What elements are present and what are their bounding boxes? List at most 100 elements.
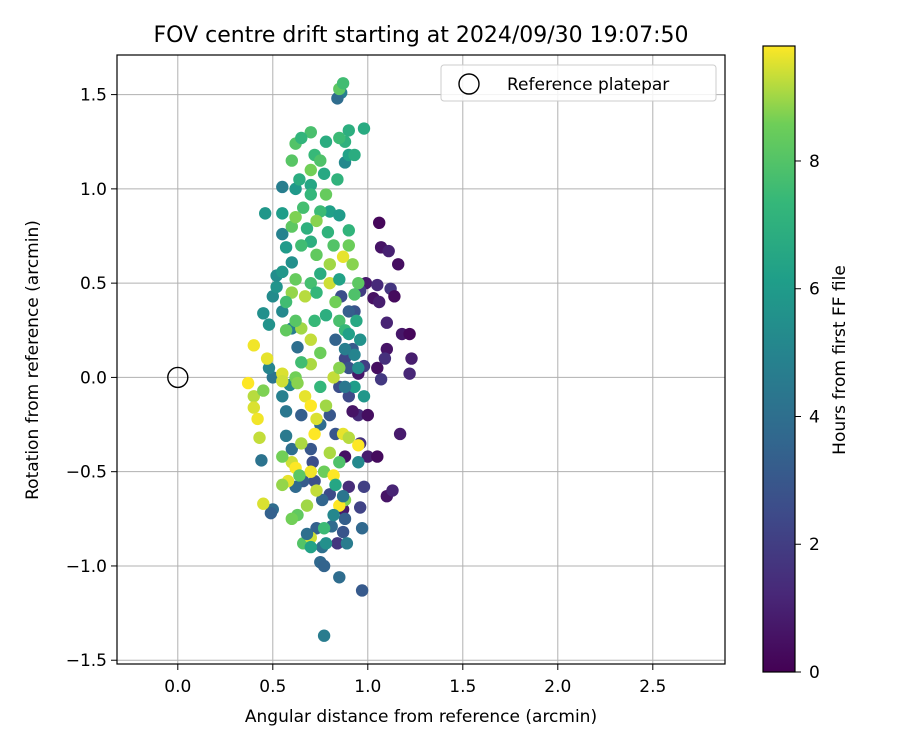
data-point-163 [257, 384, 270, 397]
data-point-0 [373, 216, 386, 230]
data-point-97 [333, 209, 346, 222]
data-point-131 [327, 239, 340, 252]
data-point-110 [304, 126, 317, 139]
data-point-74 [276, 390, 289, 403]
data-point-30 [357, 480, 371, 493]
data-point-214 [352, 456, 365, 469]
data-point-56 [264, 506, 278, 520]
data-point-88 [279, 241, 293, 254]
data-point-54 [279, 429, 293, 443]
data-point-126 [289, 210, 302, 224]
y-tick-label-1: −1.0 [66, 557, 107, 577]
data-point-132 [342, 239, 355, 252]
data-point-84 [270, 280, 283, 294]
data-point-184 [342, 431, 355, 444]
data-point-46 [323, 408, 336, 422]
data-point-148 [279, 295, 293, 309]
data-point-197 [327, 371, 340, 384]
data-point-156 [247, 339, 260, 352]
data-point-157 [260, 352, 274, 365]
data-point-215 [329, 478, 342, 492]
data-point-165 [291, 376, 304, 390]
data-point-159 [247, 390, 260, 403]
data-point-31 [342, 480, 355, 493]
y-tick-label-3: 0.0 [80, 368, 107, 388]
data-point-93 [289, 182, 302, 196]
data-point-70 [304, 442, 317, 456]
data-point-162 [253, 431, 266, 444]
data-point-18 [374, 373, 388, 386]
data-point-120 [297, 201, 310, 214]
x-tick-label-2: 1.0 [354, 677, 381, 697]
data-point-152 [304, 358, 317, 371]
data-point-118 [293, 173, 306, 186]
colorbar-tick-label-1: 2 [809, 535, 820, 555]
data-point-172 [295, 437, 308, 450]
data-point-171 [308, 427, 321, 441]
data-point-129 [310, 248, 323, 262]
data-point-125 [285, 220, 298, 233]
colorbar-tick-label-3: 6 [809, 280, 820, 300]
data-point-105 [357, 122, 371, 135]
data-point-140 [310, 286, 323, 299]
data-point-89 [276, 227, 289, 241]
data-point-147 [289, 314, 302, 328]
legend-marker-reference [458, 73, 480, 95]
data-point-13 [380, 342, 393, 356]
data-point-218 [340, 537, 354, 550]
data-point-212 [348, 380, 361, 394]
data-point-153 [295, 356, 308, 369]
data-point-137 [289, 273, 302, 286]
data-point-141 [323, 276, 336, 290]
x-axis: 0.0 0.5 1.0 1.5 2.0 2.5 [164, 664, 666, 697]
colorbar: 0 2 4 6 8 Hours from first FF file [762, 45, 850, 683]
data-point-206 [342, 327, 355, 341]
data-point-130 [321, 226, 335, 239]
data-point-36 [346, 405, 359, 418]
x-axis-label: Angular distance from reference (arcmin) [245, 707, 597, 727]
data-point-196 [293, 469, 306, 482]
data-point-43 [329, 333, 342, 346]
data-point-128 [295, 239, 308, 252]
data-point-12 [403, 327, 416, 341]
data-point-168 [314, 380, 327, 394]
data-point-180 [323, 446, 336, 460]
data-point-73 [279, 405, 293, 418]
x-tick-label-5: 2.5 [639, 677, 666, 697]
data-point-151 [314, 346, 327, 360]
data-point-58 [306, 456, 319, 469]
data-point-26 [371, 450, 384, 463]
data-point-210 [352, 361, 365, 375]
data-point-182 [333, 456, 346, 469]
data-point-181 [327, 469, 340, 482]
data-point-112 [295, 131, 308, 145]
data-point-82 [262, 318, 276, 331]
data-point-76 [266, 371, 279, 384]
data-point-209 [338, 342, 352, 356]
data-point-81 [257, 307, 270, 320]
data-point-203 [352, 276, 365, 290]
chart-title: FOV centre drift starting at 2024/09/30 … [154, 23, 689, 48]
data-point-164 [276, 374, 289, 388]
data-point-96 [317, 167, 331, 180]
y-axis-label: Rotation from reference (arcmin) [23, 220, 43, 500]
data-point-122 [319, 188, 333, 201]
colorbar-label: Hours from first FF file [830, 265, 850, 455]
y-tick-label-4: 0.5 [80, 274, 107, 294]
data-point-144 [319, 308, 333, 322]
y-tick-label-6: 1.5 [80, 86, 107, 106]
colorbar-tick-label-4: 8 [809, 152, 820, 172]
data-point-124 [300, 222, 314, 235]
data-point-94 [304, 178, 317, 192]
x-tick-label-4: 2.0 [544, 677, 571, 697]
data-point-109 [336, 77, 350, 90]
data-point-207 [354, 333, 367, 346]
data-point-65 [333, 571, 346, 584]
data-point-185 [352, 439, 365, 452]
data-point-161 [251, 412, 264, 426]
data-point-45 [342, 361, 355, 375]
data-point-169 [319, 399, 333, 412]
data-point-83 [266, 290, 279, 303]
data-point-200 [323, 258, 336, 271]
